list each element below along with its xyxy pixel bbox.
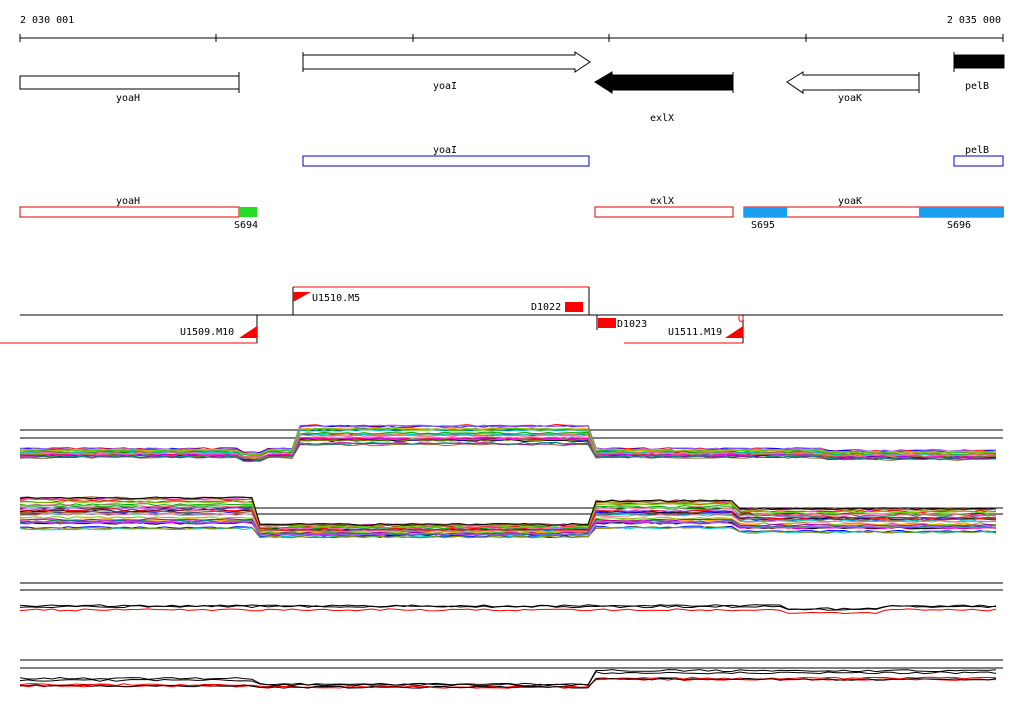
gene-label: exlX (650, 113, 674, 124)
terminator-D1023[interactable]: D1023 (596, 315, 647, 330)
expression-panel-4 (19, 659, 1003, 689)
expression-profile-line (19, 438, 997, 460)
transcript-label: U1511.M19 (668, 327, 722, 338)
feature-label: pelB (965, 145, 989, 156)
gene-arrow (786, 71, 920, 94)
expression-profile-line (19, 608, 997, 615)
transcript-label: U1510.M5 (312, 293, 360, 304)
expression-profile-line (19, 504, 997, 530)
terminator-D1022[interactable]: D1022 (531, 287, 590, 315)
gene-track: yoaH yoaI exlX yoaK pelB (19, 51, 1005, 124)
terminator-label: D1022 (531, 302, 561, 313)
start-flag-icon (725, 326, 743, 338)
marker-block (744, 207, 787, 217)
expression-profile-line (19, 516, 997, 535)
gene-label: pelB (965, 81, 989, 92)
expression-profile-line (19, 427, 997, 456)
expression-profile-line (19, 526, 997, 539)
gene-box (953, 54, 1005, 69)
red-feature-track: yoaH S694 exlX yoaK S695 S696 (19, 196, 1004, 231)
expression-panel-2 (19, 496, 1003, 539)
expression-profile-line (19, 441, 997, 462)
expression-profile-line (19, 605, 997, 611)
expression-profile-line (19, 677, 997, 689)
gene-arrow (302, 51, 591, 73)
expression-profile-line (19, 508, 997, 531)
red-feature-yoaH[interactable]: yoaH S694 (19, 196, 258, 231)
marker-label: S695 (751, 220, 775, 231)
gene-label: yoaH (116, 93, 140, 104)
feature-box (594, 206, 734, 218)
start-flag-icon (293, 292, 311, 302)
expression-panel-3 (19, 582, 1003, 615)
gene-exlX[interactable]: exlX (594, 71, 734, 124)
gene-yoaH[interactable]: yoaH (19, 72, 240, 104)
feature-box (19, 206, 240, 218)
marker-block (239, 207, 257, 217)
feature-box (953, 155, 1004, 167)
gene-pelB[interactable]: pelB (953, 52, 1005, 92)
blue-feature-track: yoaI pelB (302, 145, 1004, 167)
marker-label: S694 (234, 220, 258, 231)
gene-label: yoaK (838, 93, 862, 104)
marker-block (919, 207, 1004, 217)
expression-profile-line (19, 500, 996, 528)
transcript-U1510-M5[interactable]: U1510.M5 (292, 286, 589, 315)
terminator-block (598, 318, 616, 328)
transcript-U1511-M19[interactable]: U1511.M19 (624, 315, 744, 344)
expression-profile-line (19, 671, 997, 687)
start-flag-icon (239, 326, 257, 338)
gene-yoaK[interactable]: yoaK (786, 71, 920, 104)
feature-label: exlX (650, 196, 674, 207)
blue-feature-pelB[interactable]: pelB (953, 145, 1004, 167)
expression-panel-1 (19, 423, 1003, 462)
expression-profile-line (19, 604, 997, 611)
transcript-label: U1509.M10 (180, 327, 234, 338)
feature-box (302, 155, 590, 167)
terminator-block (565, 302, 583, 312)
ruler-start-label: 2 030 001 (20, 15, 74, 26)
gene-label: yoaI (433, 81, 457, 92)
gene-box (19, 75, 240, 90)
expression-profile-line (19, 520, 997, 536)
gene-yoaI[interactable]: yoaI (302, 51, 591, 92)
coordinate-ruler: 2 030 001 2 035 000 (19, 15, 1004, 42)
expression-profile-line (19, 496, 997, 526)
transcript-U1509-M10[interactable]: U1509.M10 (0, 315, 258, 344)
expression-profile-line (19, 434, 997, 458)
expression-profile-line (19, 424, 997, 455)
transcript-track: U1510.M5 D1022 U1509.M10 D1023 U1511.M19 (0, 286, 1003, 344)
blue-feature-yoaI[interactable]: yoaI (302, 145, 590, 167)
red-feature-exlX[interactable]: exlX (594, 196, 734, 218)
ruler-end-label: 2 035 000 (947, 15, 1001, 26)
marker-label: S696 (947, 220, 971, 231)
expression-profile-line (19, 518, 997, 535)
terminator-label: D1023 (617, 319, 647, 330)
gene-arrow (594, 71, 734, 94)
hairpin-icon (738, 316, 744, 322)
red-feature-yoaK[interactable]: yoaK S695 S696 (743, 196, 1004, 231)
feature-label: yoaK (838, 196, 862, 207)
feature-label: yoaI (433, 145, 457, 156)
feature-label: yoaH (116, 196, 140, 207)
expression-profile-line (19, 669, 997, 686)
